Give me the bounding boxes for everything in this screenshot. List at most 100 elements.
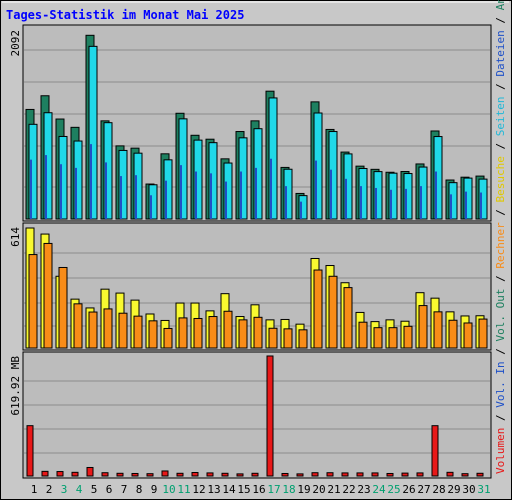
x-label-day-27: 27 <box>417 483 430 496</box>
bar-volumen-day-6 <box>101 472 109 477</box>
volume-ymax-label: 619.92 MB <box>9 356 22 416</box>
bar-volumen-day-27 <box>416 472 424 477</box>
bar-volumen-day-13 <box>206 472 214 477</box>
bar-dateien-day-17 <box>268 97 278 220</box>
bar-volumen-day-23 <box>356 472 364 477</box>
bar-rechner-day-25 <box>388 327 398 349</box>
bar-dateien-day-19 <box>298 195 308 220</box>
bar-dateien-day-8 <box>133 152 143 220</box>
bar-rechner-day-28 <box>433 311 443 349</box>
bar-volumen-day-31 <box>476 472 484 477</box>
bar-dateien-day-6 <box>103 122 113 220</box>
bar-rechner-day-24 <box>373 327 383 349</box>
legend-sep-6: / <box>494 77 507 97</box>
bar-volumen-day-15 <box>236 473 244 477</box>
bar-seiten-day-9 <box>150 195 152 219</box>
bar-seiten-day-16 <box>255 167 257 219</box>
x-label-day-17: 17 <box>267 483 280 496</box>
x-label-day-3: 3 <box>61 483 68 496</box>
x-label-day-12: 12 <box>192 483 205 496</box>
bar-rechner-day-16 <box>253 316 263 349</box>
bar-seiten-day-12 <box>195 171 197 219</box>
bar-volumen-day-12 <box>191 472 199 477</box>
bar-volumen-day-7 <box>116 472 124 477</box>
bar-volumen-day-24 <box>371 472 379 477</box>
bar-volumen-day-10 <box>161 470 169 477</box>
bar-volumen-day-3 <box>56 471 64 477</box>
x-label-day-2: 2 <box>46 483 53 496</box>
bar-seiten-day-29 <box>450 194 452 219</box>
bar-dateien-day-25 <box>388 172 398 220</box>
bar-seiten-day-21 <box>330 169 332 219</box>
bar-dateien-day-11 <box>178 118 188 220</box>
x-label-day-18: 18 <box>282 483 295 496</box>
x-label-day-29: 29 <box>447 483 460 496</box>
bar-dateien-day-30 <box>463 177 473 220</box>
x-label-day-28: 28 <box>432 483 445 496</box>
bar-rechner-day-3 <box>58 266 68 349</box>
bar-dateien-day-31 <box>478 178 488 220</box>
x-label-day-19: 19 <box>297 483 310 496</box>
requests-ymax-label: 2092 <box>9 30 22 57</box>
x-label-day-22: 22 <box>342 483 355 496</box>
bar-seiten-day-24 <box>375 187 377 219</box>
bar-rechner-day-22 <box>343 287 353 349</box>
bar-dateien-day-20 <box>313 112 323 220</box>
bar-volumen-day-19 <box>296 473 304 477</box>
bar-rechner-day-20 <box>313 269 323 349</box>
bar-rechner-day-4 <box>73 303 83 349</box>
bar-volumen-day-26 <box>401 472 409 477</box>
bar-rechner-day-5 <box>88 311 98 349</box>
x-label-day-31: 31 <box>477 483 490 496</box>
x-label-day-4: 4 <box>76 483 83 496</box>
x-label-day-14: 14 <box>222 483 236 496</box>
bar-volumen-day-22 <box>341 472 349 477</box>
bar-volumen-day-20 <box>311 472 319 477</box>
bar-dateien-day-14 <box>223 162 233 220</box>
x-label-day-15: 15 <box>237 483 250 496</box>
bar-seiten-day-3 <box>60 164 62 219</box>
bar-rechner-day-6 <box>103 308 113 349</box>
bar-volumen-day-11 <box>176 472 184 477</box>
bar-dateien-day-28 <box>433 136 443 220</box>
bar-volumen-day-14 <box>221 472 229 477</box>
x-label-day-7: 7 <box>121 483 128 496</box>
bar-dateien-day-13 <box>208 142 218 220</box>
bar-seiten-day-28 <box>435 171 437 219</box>
bar-rechner-day-10 <box>163 327 173 349</box>
bar-volumen-day-25 <box>386 472 394 477</box>
legend-right: Volumen / Vol. In / Vol. Out / Rechner /… <box>494 0 507 474</box>
bar-dateien-day-15 <box>238 137 248 220</box>
x-label-day-8: 8 <box>136 483 143 496</box>
bar-dateien-day-1 <box>28 123 38 220</box>
x-axis-labels: 1 2 3 4 5 6 7 8 9 10 11 12 13 14 15 16 17 18 19 20 21 22 23 24 2… <box>31 483 491 496</box>
bar-volumen-day-17 <box>266 355 274 477</box>
bar-seiten-day-1 <box>30 159 32 219</box>
bar-volumen-day-21 <box>326 472 334 477</box>
x-label-day-5: 5 <box>91 483 98 496</box>
x-label-day-21: 21 <box>327 483 340 496</box>
x-label-day-25: 25 <box>387 483 400 496</box>
legend-sep-5: / <box>494 136 507 156</box>
bar-volumen-day-30 <box>461 473 469 477</box>
bar-volumen-day-4 <box>71 471 79 477</box>
bar-volumen-day-28 <box>431 425 439 477</box>
legend-sep-4: / <box>494 202 507 222</box>
x-label-day-23: 23 <box>357 483 370 496</box>
bar-seiten-day-30 <box>465 191 467 219</box>
x-label-day-20: 20 <box>312 483 325 496</box>
bar-rechner-day-9 <box>148 320 158 349</box>
bar-volumen-day-8 <box>131 472 139 477</box>
bar-dateien-day-24 <box>373 171 383 220</box>
bar-dateien-day-4 <box>73 140 83 220</box>
bar-seiten-day-23 <box>360 186 362 219</box>
bar-rechner-day-18 <box>283 328 293 349</box>
bar-dateien-day-3 <box>58 135 68 220</box>
bar-seiten-day-20 <box>315 160 317 219</box>
bars <box>25 34 488 477</box>
bar-rechner-day-14 <box>223 310 233 349</box>
x-label-day-1: 1 <box>31 483 38 496</box>
bar-rechner-day-21 <box>328 275 338 349</box>
bar-dateien-day-22 <box>343 153 353 220</box>
